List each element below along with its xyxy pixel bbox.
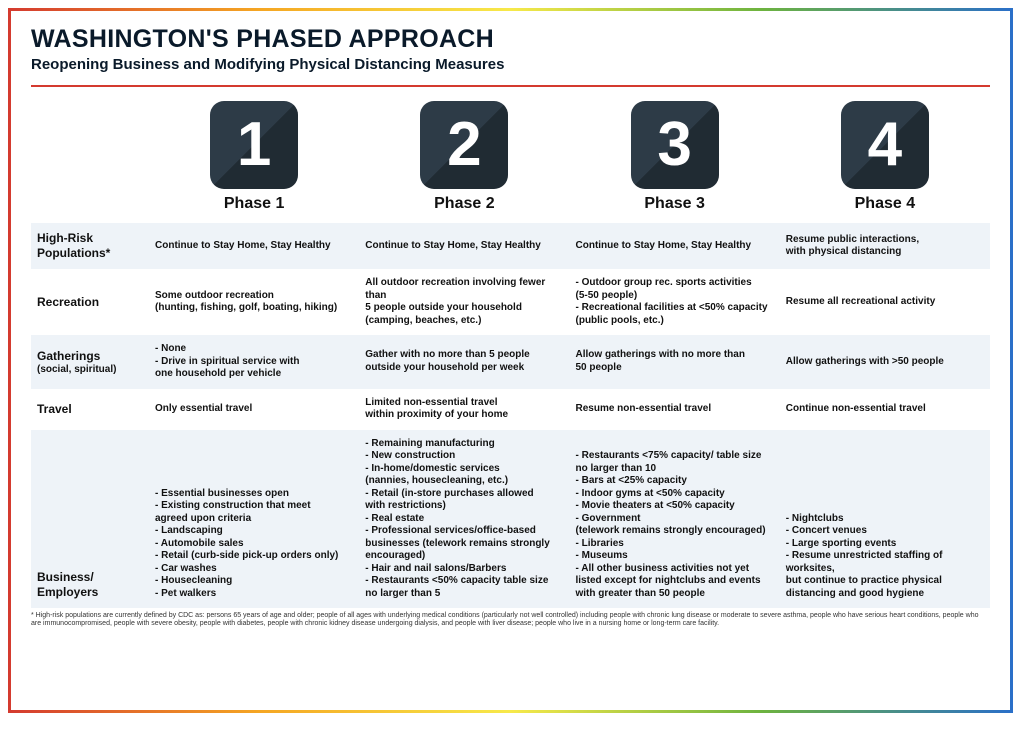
phase-header: 4 Phase 4 <box>780 87 990 223</box>
phase-header: 2 Phase 2 <box>359 87 569 223</box>
cell: Gather with no more than 5 people outsid… <box>359 335 569 389</box>
cell: Continue to Stay Home, Stay Healthy <box>149 223 359 269</box>
table-row: RecreationSome outdoor recreation (hunti… <box>31 269 990 335</box>
page: WASHINGTON'S PHASED APPROACH Reopening B… <box>11 11 1010 710</box>
cell: - Remaining manufacturing - New construc… <box>359 430 569 609</box>
cell: - None - Drive in spiritual service with… <box>149 335 359 389</box>
row-label: Recreation <box>31 269 149 335</box>
phase-table: 1 Phase 1 2 Phase 2 3 Phase 3 4 Phase 4 <box>31 87 990 608</box>
row-label: Gatherings(social, spiritual) <box>31 335 149 389</box>
cell: Some outdoor recreation (hunting, fishin… <box>149 269 359 335</box>
table-row: TravelOnly essential travelLimited non-e… <box>31 389 990 430</box>
page-title: WASHINGTON'S PHASED APPROACH <box>31 25 990 54</box>
cell: - Essential businesses open - Existing c… <box>149 430 359 609</box>
cell: Continue non-essential travel <box>780 389 990 430</box>
cell: Continue to Stay Home, Stay Healthy <box>359 223 569 269</box>
cell: Limited non-essential travel within prox… <box>359 389 569 430</box>
phase-2-icon: 2 <box>420 101 508 189</box>
phase-2-label: Phase 2 <box>363 195 565 213</box>
cell: Only essential travel <box>149 389 359 430</box>
cell: - Restaurants <75% capacity/ table size … <box>570 430 780 609</box>
row-label: Business/ Employers <box>31 430 149 609</box>
row-label: High-Risk Populations* <box>31 223 149 269</box>
phase-header: 1 Phase 1 <box>149 87 359 223</box>
table-row: Business/ Employers- Essential businesse… <box>31 430 990 609</box>
table-row: Gatherings(social, spiritual)- None - Dr… <box>31 335 990 389</box>
page-subtitle: Reopening Business and Modifying Physica… <box>31 56 990 73</box>
cell: Continue to Stay Home, Stay Healthy <box>570 223 780 269</box>
footnote: * High-risk populations are currently de… <box>31 612 990 629</box>
cell: Resume non-essential travel <box>570 389 780 430</box>
phase-3-icon: 3 <box>631 101 719 189</box>
cell: Resume all recreational activity <box>780 269 990 335</box>
cell: - Outdoor group rec. sports activities (… <box>570 269 780 335</box>
cell: All outdoor recreation involving fewer t… <box>359 269 569 335</box>
cell: - Nightclubs - Concert venues - Large sp… <box>780 430 990 609</box>
phase-header-row: 1 Phase 1 2 Phase 2 3 Phase 3 4 Phase 4 <box>31 87 990 223</box>
phase-3-label: Phase 3 <box>574 195 776 213</box>
cell: Allow gatherings with no more than 50 pe… <box>570 335 780 389</box>
phase-1-label: Phase 1 <box>153 195 355 213</box>
phase-4-icon: 4 <box>841 101 929 189</box>
phase-table-wrap: 1 Phase 1 2 Phase 2 3 Phase 3 4 Phase 4 <box>31 85 990 608</box>
row-label: Travel <box>31 389 149 430</box>
cell: Allow gatherings with >50 people <box>780 335 990 389</box>
phase-1-icon: 1 <box>210 101 298 189</box>
table-row: High-Risk Populations*Continue to Stay H… <box>31 223 990 269</box>
phase-4-label: Phase 4 <box>784 195 986 213</box>
cell: Resume public interactions, with physica… <box>780 223 990 269</box>
phase-header: 3 Phase 3 <box>570 87 780 223</box>
gradient-frame: WASHINGTON'S PHASED APPROACH Reopening B… <box>8 8 1013 713</box>
